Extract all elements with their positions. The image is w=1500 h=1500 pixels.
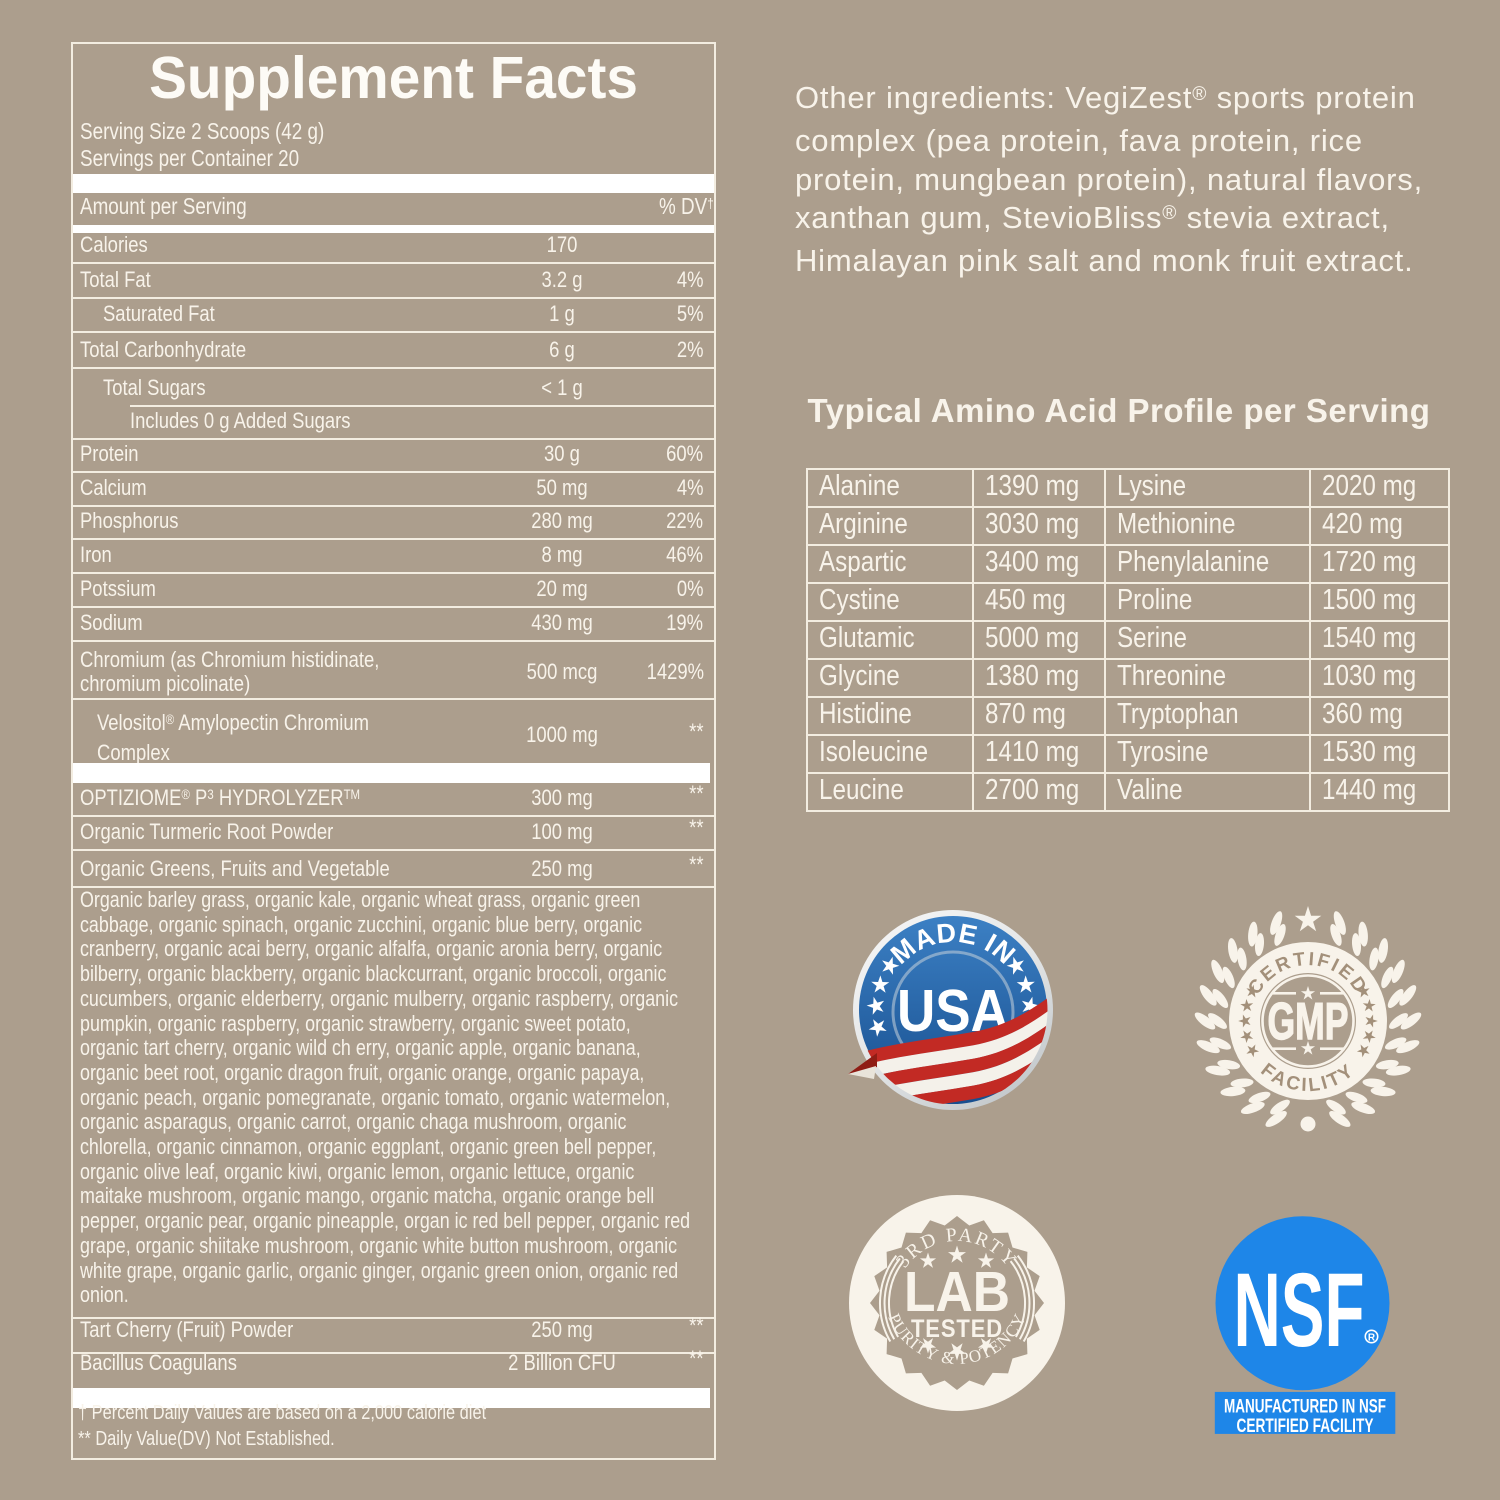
svg-text:NSF: NSF bbox=[1234, 1252, 1365, 1369]
svg-text:MANUFACTURED IN NSF: MANUFACTURED IN NSF bbox=[1224, 1397, 1386, 1418]
svg-text:GMP: GMP bbox=[1268, 993, 1349, 1051]
svg-text:CERTIFIED FACILITY: CERTIFIED FACILITY bbox=[1237, 1416, 1374, 1437]
svg-text:TESTED: TESTED bbox=[911, 1315, 1003, 1343]
svg-text:R: R bbox=[1368, 1332, 1376, 1343]
svg-text:LAB: LAB bbox=[904, 1260, 1010, 1324]
